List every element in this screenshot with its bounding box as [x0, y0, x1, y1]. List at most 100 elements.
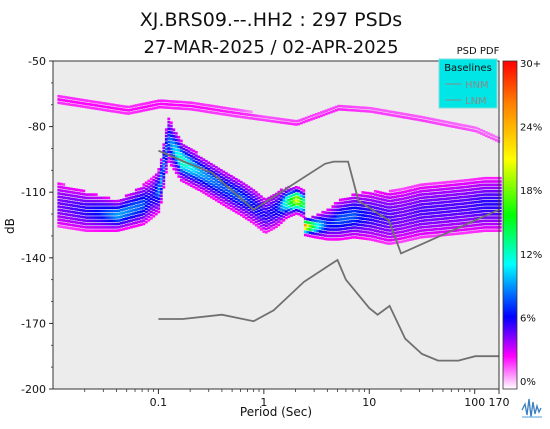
density-cell [393, 212, 397, 215]
density-cell [197, 109, 201, 112]
density-cell [448, 216, 452, 220]
density-cell [229, 110, 233, 114]
density-cell [89, 206, 93, 209]
density-cell [227, 206, 231, 209]
density-cell [162, 106, 166, 109]
density-cell [287, 199, 291, 202]
density-cell [401, 220, 405, 224]
density-cell [244, 197, 248, 200]
density-cell [147, 182, 151, 186]
density-cell [451, 232, 455, 236]
density-cell [112, 209, 116, 213]
density-cell [384, 109, 388, 113]
density-cell [264, 231, 268, 234]
density-cell [386, 229, 390, 232]
density-cell [114, 104, 118, 107]
density-cell [416, 217, 420, 220]
density-cell [411, 205, 415, 208]
density-cell [487, 132, 491, 135]
density-cell [149, 187, 153, 191]
density-cell [87, 193, 91, 196]
colorbar-tick-label: 30+ [520, 59, 541, 70]
density-cell [174, 171, 178, 175]
density-cell [353, 236, 357, 239]
density-cell [451, 190, 455, 193]
density-cell [294, 119, 298, 123]
density-cell [229, 204, 233, 208]
density-cell [179, 162, 183, 166]
density-cell [159, 171, 163, 175]
density-cell [398, 207, 402, 211]
density-cell [152, 195, 156, 198]
density-cell [456, 189, 460, 193]
density-cell [299, 207, 303, 211]
density-cell [109, 222, 113, 226]
density-cell [346, 223, 350, 227]
density-cell [242, 109, 246, 112]
density-cell [222, 177, 226, 180]
density-cell [284, 121, 288, 125]
density-cell [62, 212, 66, 216]
density-cell [428, 212, 432, 215]
density-cell [341, 234, 345, 237]
density-cell [326, 231, 330, 234]
density-cell [331, 208, 335, 212]
density-cell [204, 103, 208, 107]
density-cell [438, 221, 442, 224]
density-cell [446, 180, 450, 184]
density-cell [396, 211, 400, 215]
density-cell [428, 231, 432, 235]
density-cell [212, 177, 216, 181]
density-cell [299, 204, 303, 207]
density-cell [59, 98, 63, 102]
density-cell [142, 183, 146, 186]
density-cell [328, 208, 332, 212]
density-cell [398, 234, 402, 237]
density-cell [318, 223, 322, 227]
density-cell [444, 120, 448, 124]
density-cell [114, 110, 118, 114]
density-cell [418, 209, 422, 213]
density-cell [184, 101, 188, 104]
density-cell [157, 210, 161, 214]
density-cell [202, 174, 206, 178]
density-cell [164, 128, 168, 131]
density-cell [366, 224, 370, 228]
density-cell [398, 230, 402, 234]
density-cell [454, 125, 458, 129]
density-cell [62, 95, 66, 99]
density-cell [413, 197, 417, 201]
density-cell [406, 212, 410, 216]
density-cell [403, 213, 407, 216]
density-cell [269, 218, 273, 221]
density-cell [438, 188, 442, 191]
density-cell [152, 201, 156, 205]
density-cell [343, 220, 347, 224]
density-cell [87, 213, 91, 216]
density-cell [453, 203, 457, 206]
density-cell [343, 237, 347, 240]
density-cell [119, 228, 123, 232]
density-cell [74, 211, 78, 214]
density-cell [319, 114, 323, 118]
density-cell [109, 209, 113, 213]
density-cell [394, 114, 398, 118]
density-cell [413, 237, 417, 240]
density-cell [426, 202, 430, 206]
density-cell [112, 222, 116, 226]
density-cell [124, 214, 128, 217]
density-cell [104, 105, 108, 109]
density-cell [114, 222, 118, 226]
density-cell [269, 202, 273, 205]
density-cell [89, 213, 93, 216]
density-cell [363, 214, 367, 217]
density-cell [57, 185, 61, 189]
density-cell [373, 219, 377, 223]
density-cell [279, 211, 283, 215]
density-cell [172, 167, 176, 171]
density-cell [242, 202, 246, 205]
density-cell [326, 228, 330, 231]
density-cell [326, 208, 330, 212]
density-cell [476, 230, 480, 233]
density-cell [264, 221, 268, 224]
